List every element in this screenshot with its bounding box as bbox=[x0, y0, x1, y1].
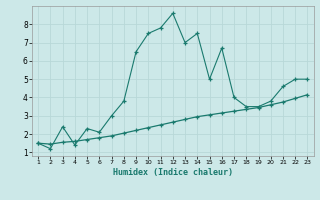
X-axis label: Humidex (Indice chaleur): Humidex (Indice chaleur) bbox=[113, 168, 233, 177]
